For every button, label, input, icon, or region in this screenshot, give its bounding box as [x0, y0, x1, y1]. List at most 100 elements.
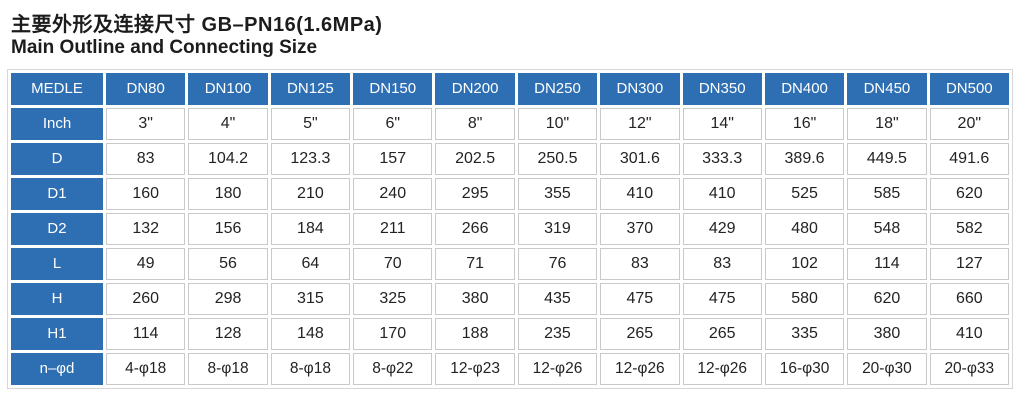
table-cell: 410	[929, 317, 1009, 350]
page-title: 主要外形及连接尺寸 GB–PN16(1.6MPa)	[11, 14, 383, 36]
table-cell: 20-φ33	[929, 352, 1009, 385]
table-cell: 260	[106, 282, 186, 315]
row-label: Inch	[11, 107, 103, 140]
table-cell: 620	[929, 177, 1009, 210]
table-cell: 250.5	[517, 142, 598, 175]
table-cell: 620	[847, 282, 927, 315]
column-header-dn100: DN100	[188, 72, 268, 105]
table-row: n–φd 4-φ18 8-φ18 8-φ18 8-φ22 12-φ23 12-φ26 12-φ…	[11, 352, 1009, 385]
table-header-row: MEDLE DN80 DN100 DN125 DN150 DN200 DN250 DN300 D…	[11, 72, 1009, 105]
table-cell: 266	[435, 212, 515, 245]
table-row: H 260 298 315 325 380 435 475 475 580 620 660	[11, 282, 1009, 315]
table-cell: 12-φ26	[600, 352, 680, 385]
table-cell: 389.6	[764, 142, 845, 175]
table-row: H1 114 128 148 170 188 235 265 265 335 380 410	[11, 317, 1009, 350]
table-cell: 548	[847, 212, 927, 245]
table-cell: 49	[106, 247, 186, 280]
table-cell: 102	[764, 247, 845, 280]
table-cell: 3"	[106, 107, 186, 140]
table-cell: 8-φ18	[270, 352, 351, 385]
table-cell: 449.5	[847, 142, 927, 175]
table-cell: 491.6	[929, 142, 1009, 175]
row-label: D	[11, 142, 103, 175]
table-cell: 70	[353, 247, 433, 280]
table-cell: 5"	[270, 107, 351, 140]
table-cell: 435	[517, 282, 598, 315]
table-cell: 265	[600, 317, 680, 350]
table-cell: 104.2	[188, 142, 268, 175]
table-cell: 8-φ18	[188, 352, 268, 385]
table-cell: 370	[600, 212, 680, 245]
table-cell: 660	[929, 282, 1009, 315]
table-cell: 410	[682, 177, 762, 210]
table-cell: 295	[435, 177, 515, 210]
table-cell: 127	[929, 247, 1009, 280]
page-subtitle: Main Outline and Connecting Size	[11, 37, 318, 58]
corner-header: MEDLE	[11, 72, 103, 105]
table-cell: 184	[270, 212, 351, 245]
column-header-dn450: DN450	[847, 72, 927, 105]
table-cell: 12"	[600, 107, 680, 140]
row-label: D1	[11, 177, 103, 210]
table-cell: 20"	[929, 107, 1009, 140]
table-cell: 12-φ26	[682, 352, 762, 385]
column-header-dn400: DN400	[764, 72, 845, 105]
table-cell: 83	[682, 247, 762, 280]
row-label: n–φd	[11, 352, 103, 385]
table-cell: 315	[270, 282, 351, 315]
table-cell: 325	[353, 282, 433, 315]
table-cell: 156	[188, 212, 268, 245]
table-cell: 480	[764, 212, 845, 245]
column-header-dn500: DN500	[929, 72, 1009, 105]
table-cell: 114	[106, 317, 186, 350]
column-header-dn150: DN150	[353, 72, 433, 105]
table-cell: 525	[764, 177, 845, 210]
table-cell: 580	[764, 282, 845, 315]
table-row: D 83 104.2 123.3 157 202.5 250.5 301.6 333.3 389.…	[11, 142, 1009, 175]
table-cell: 429	[682, 212, 762, 245]
table-cell: 8-φ22	[353, 352, 433, 385]
table-cell: 10"	[517, 107, 598, 140]
table-cell: 4-φ18	[106, 352, 186, 385]
table-cell: 157	[353, 142, 433, 175]
row-label: H1	[11, 317, 103, 350]
table-cell: 333.3	[682, 142, 762, 175]
row-label: D2	[11, 212, 103, 245]
table-cell: 180	[188, 177, 268, 210]
table-cell: 114	[847, 247, 927, 280]
table-cell: 380	[847, 317, 927, 350]
table-cell: 335	[764, 317, 845, 350]
table-cell: 128	[188, 317, 268, 350]
table-cell: 475	[682, 282, 762, 315]
table-cell: 16"	[764, 107, 845, 140]
table-cell: 298	[188, 282, 268, 315]
table-row: Inch 3" 4" 5" 6" 8" 10" 12" 14" 16" 18" 20"	[11, 107, 1009, 140]
table-cell: 6"	[353, 107, 433, 140]
column-header-dn125: DN125	[270, 72, 351, 105]
row-label: H	[11, 282, 103, 315]
table-cell: 148	[270, 317, 351, 350]
table-cell: 4"	[188, 107, 268, 140]
table-cell: 210	[270, 177, 351, 210]
table-cell: 170	[353, 317, 433, 350]
table-cell: 202.5	[435, 142, 515, 175]
table-cell: 582	[929, 212, 1009, 245]
table-row: D2 132 156 184 211 266 319 370 429 480 548 582	[11, 212, 1009, 245]
table-cell: 475	[600, 282, 680, 315]
table-cell: 64	[270, 247, 351, 280]
table-cell: 301.6	[600, 142, 680, 175]
table-cell: 56	[188, 247, 268, 280]
dimension-table: MEDLE DN80 DN100 DN125 DN150 DN200 DN250 DN300 D…	[7, 68, 1013, 389]
table-cell: 319	[517, 212, 598, 245]
table-cell: 211	[353, 212, 433, 245]
table-cell: 235	[517, 317, 598, 350]
column-header-dn300: DN300	[600, 72, 680, 105]
table-cell: 355	[517, 177, 598, 210]
table-cell: 71	[435, 247, 515, 280]
table-cell: 14"	[682, 107, 762, 140]
table-cell: 123.3	[270, 142, 351, 175]
page-titles: 主要外形及连接尺寸 GB–PN16(1.6MPa) Main Outline a…	[8, 14, 1012, 60]
row-label: L	[11, 247, 103, 280]
column-header-dn200: DN200	[435, 72, 515, 105]
